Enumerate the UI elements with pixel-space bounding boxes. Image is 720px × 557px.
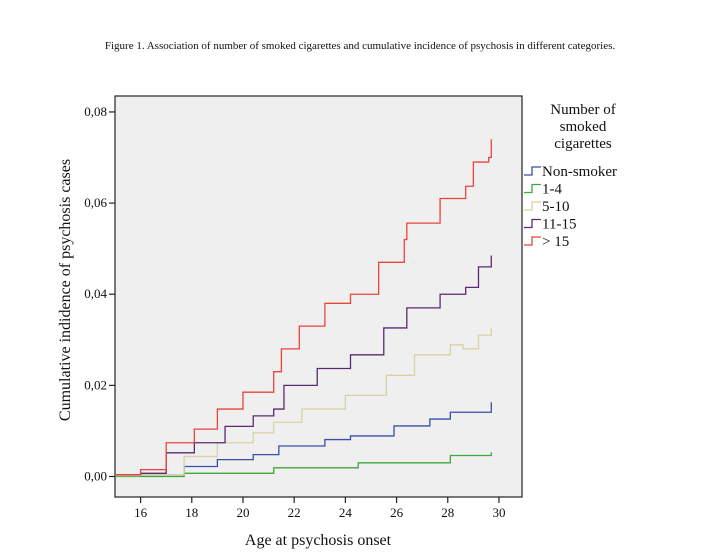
legend-title-line-3: cigarettes	[554, 136, 612, 152]
x-tick-label: 28	[441, 505, 454, 520]
x-tick-label: 22	[288, 505, 301, 520]
x-tick-label: 20	[236, 505, 249, 520]
legend-swatch	[524, 183, 541, 194]
plot-area	[114, 95, 523, 498]
series-line--15	[116, 139, 492, 476]
y-tick-label: 0,00	[84, 468, 107, 483]
legend-swatch	[524, 166, 541, 176]
legend-swatch	[524, 236, 541, 246]
legend-label: 5-10	[542, 199, 570, 215]
y-axis-label: Cumulative indidence of psychosis cases	[57, 159, 74, 421]
x-tick-label: 18	[185, 505, 198, 520]
x-tick-label: 16	[134, 505, 148, 520]
legend: Number of smoked cigarettes Non-smoker 1-…	[524, 102, 617, 250]
legend-label: Non-smoker	[542, 164, 617, 180]
y-tick-label: 0,08	[84, 104, 107, 119]
x-tick-label: 30	[492, 505, 505, 520]
y-tick-label: 0,02	[84, 377, 107, 392]
y-tick-label: 0,04	[84, 286, 107, 301]
legend-label: > 15	[542, 234, 569, 250]
series-line-5-10	[116, 327, 492, 477]
figure-caption: Figure 1. Association of number of smoke…	[104, 40, 616, 52]
legend-label: 11-15	[542, 217, 576, 233]
legend-swatch	[524, 201, 541, 211]
x-axis-label: Age at psychosis onset	[245, 532, 392, 549]
x-tick-label: 26	[390, 505, 404, 520]
legend-title-line-2: smoked	[560, 119, 607, 135]
series-line-11-15	[116, 255, 492, 476]
legend-swatch	[524, 218, 541, 229]
x-tick-label: 24	[339, 505, 353, 520]
legend-title-line-1: Number of	[550, 102, 615, 118]
legend-label: 1-4	[542, 182, 562, 198]
y-tick-label: 0,06	[84, 195, 107, 210]
